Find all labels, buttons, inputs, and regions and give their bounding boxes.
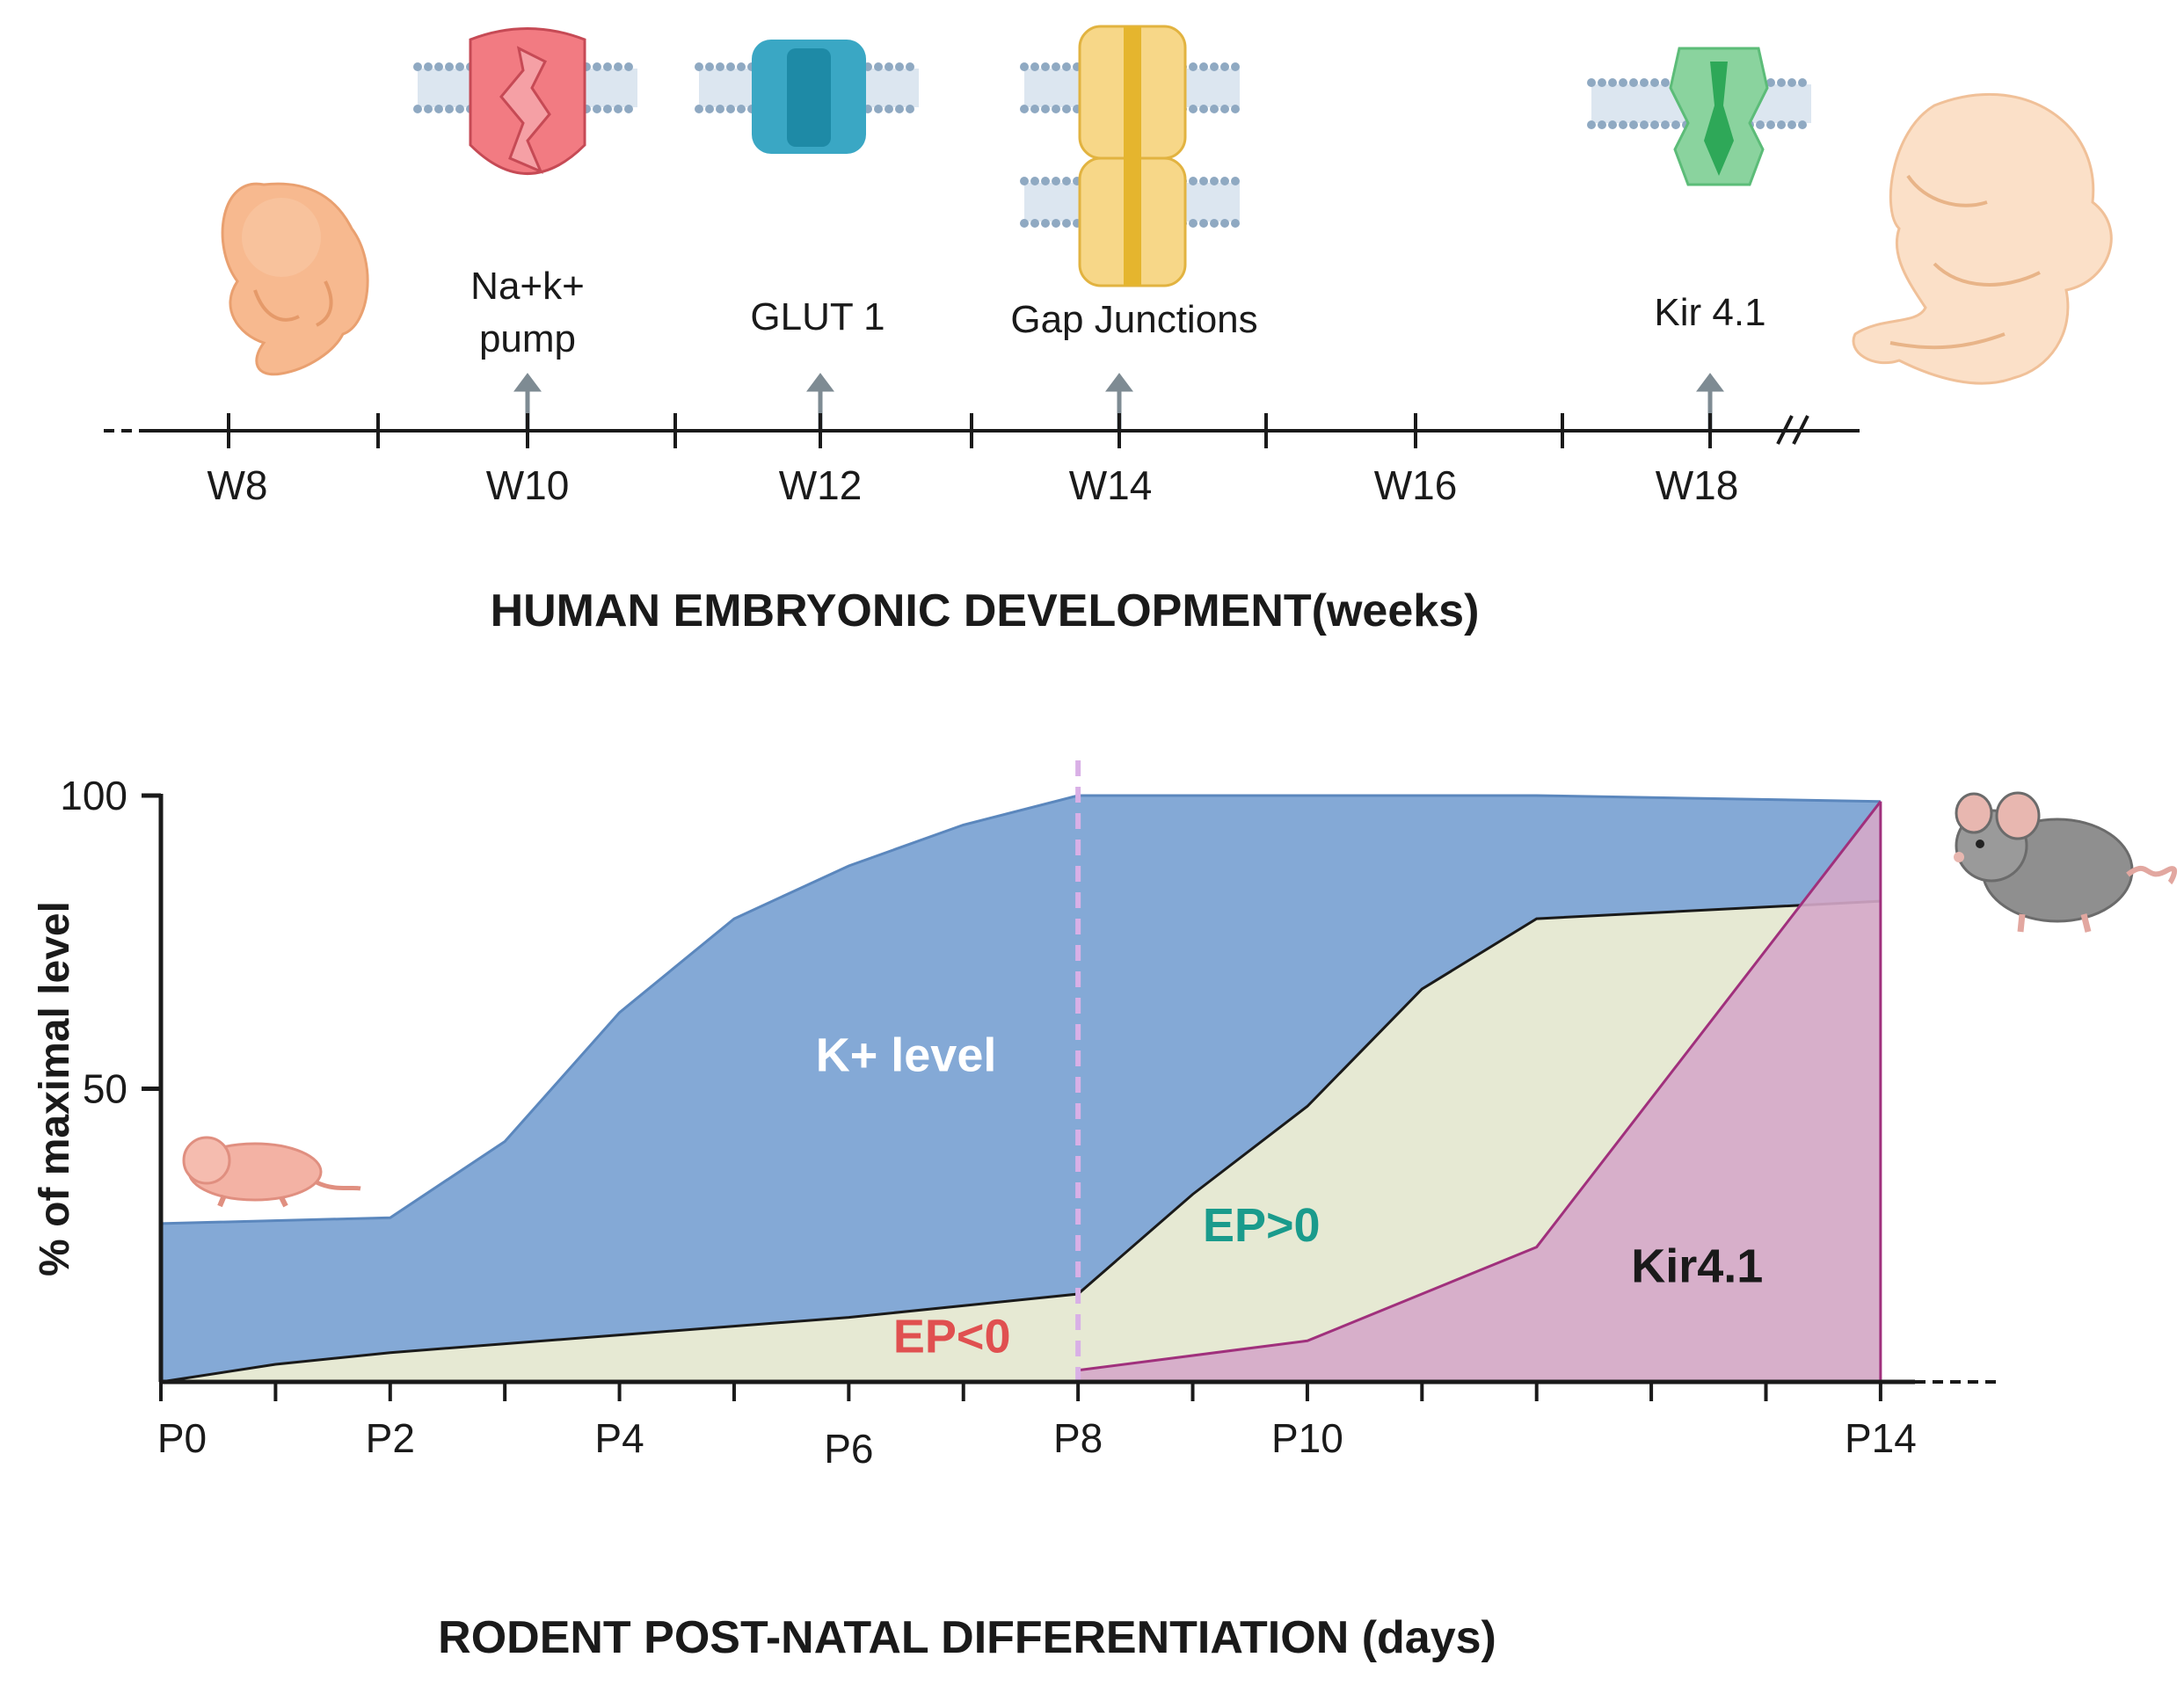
milestone-label: Kir 4.1 xyxy=(1654,291,1765,334)
x-tick-label: P2 xyxy=(366,1415,415,1461)
adult-mouse-icon xyxy=(1954,791,2178,933)
annotation-label: EP>0 xyxy=(1203,1199,1321,1252)
y-tick-label: 50 xyxy=(83,1066,127,1112)
x-tick-label: P4 xyxy=(594,1415,644,1461)
x-tick-label: P14 xyxy=(1845,1415,1917,1461)
week-label: W16 xyxy=(1374,462,1458,508)
fetus-icon xyxy=(1852,92,2113,385)
milestone-label: GLUT 1 xyxy=(750,295,885,338)
human-timeline-panel: Na+k+ pump GLUT 1 Gap Junctions Kir 4.1 xyxy=(104,25,2113,636)
timeline-title: HUMAN EMBRYONIC DEVELOPMENT(weeks) xyxy=(491,585,1480,636)
timeline-axis xyxy=(104,413,1860,448)
annotation-label: Kir4.1 xyxy=(1631,1240,1763,1293)
milestone-arrows xyxy=(513,373,1724,431)
x-tick-label: P6 xyxy=(824,1426,873,1472)
x-tick-label: P10 xyxy=(1271,1415,1343,1461)
x-tick-label: P0 xyxy=(157,1415,207,1461)
x-tick-label: P8 xyxy=(1053,1415,1103,1461)
chart-labels: P0 P2 P4 P6 P8 P10 P14 50 100 % of maximal level K… xyxy=(32,773,1917,1472)
week-label: W14 xyxy=(1069,462,1153,508)
ep-area xyxy=(161,901,1881,1382)
annotation-label: K+ level xyxy=(816,1029,997,1081)
chart-areas xyxy=(160,760,1882,1384)
annotation-label: EP<0 xyxy=(893,1311,1011,1363)
milestone-label: Gap Junctions xyxy=(1010,298,1257,341)
week-label: W12 xyxy=(779,462,863,508)
week-label: W18 xyxy=(1656,462,1739,508)
kir41-channel-icon xyxy=(1669,47,1769,186)
sodium-potassium-pump-icon xyxy=(469,27,586,175)
y-tick-label: 100 xyxy=(60,773,127,818)
chart-axes xyxy=(142,793,1998,1401)
k-level-area-line xyxy=(160,794,1881,1225)
glut1-transporter-icon xyxy=(752,40,866,154)
chart-title: RODENT POST-NATAL DIFFERENTIATION (days) xyxy=(438,1612,1496,1663)
gap-junction-icon xyxy=(1078,25,1187,287)
newborn-pup-icon xyxy=(182,1136,361,1208)
week-label: W10 xyxy=(486,462,570,508)
milestone-label: pump xyxy=(479,317,576,360)
early-embryo-icon xyxy=(221,182,369,376)
y-axis-label: % of maximal level xyxy=(32,901,78,1276)
rodent-chart: P0 P2 P4 P6 P8 P10 P14 50 100 % of maximal level K… xyxy=(32,760,1998,1472)
milestone-label: Na+k+ xyxy=(470,265,585,308)
week-label: W8 xyxy=(207,462,268,508)
kir41-area-line xyxy=(1077,800,1882,1372)
kir41-area xyxy=(1078,801,1881,1382)
